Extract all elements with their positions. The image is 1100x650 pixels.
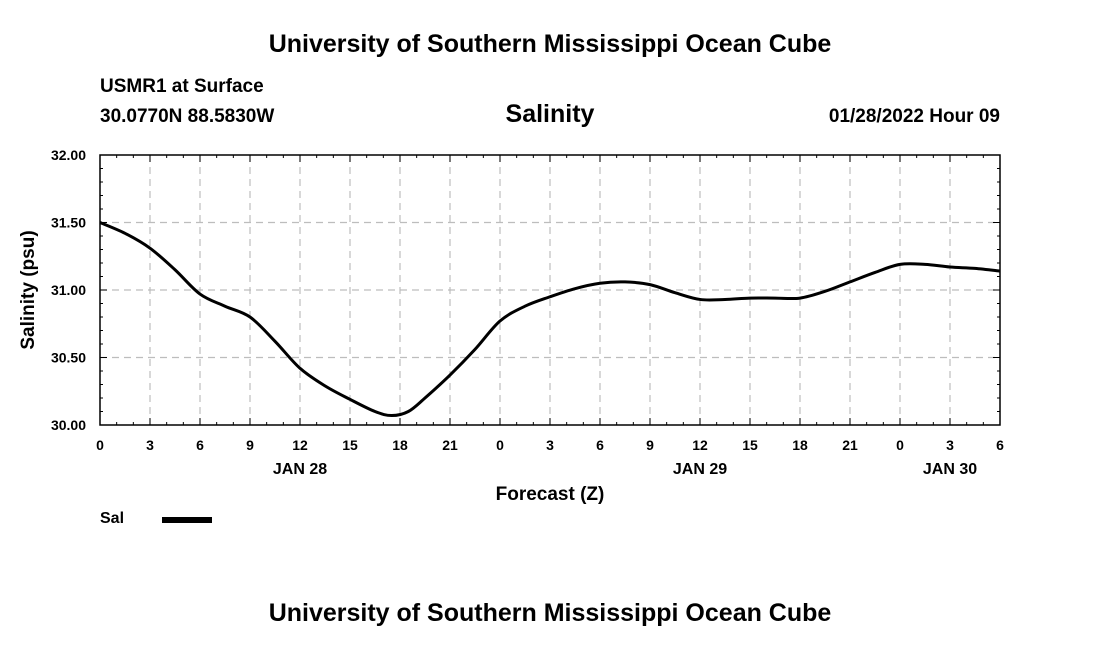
legend-label: Sal [100,510,125,527]
x-tick-label: 15 [342,437,358,453]
x-tick-label: 6 [596,437,604,453]
y-axis-label: Salinity (psu) [18,230,39,349]
x-tick-label: 9 [246,437,254,453]
series-layer [99,221,1001,418]
tick-labels: 0 3 6 9 12 15 18 21 0 3 6 9 12 15 18 21 0 3 6 JAN 28 JAN 29 J… [51,147,1004,478]
date-label: JAN 29 [673,461,727,478]
y-tick-label: 31.50 [51,215,86,231]
x-tick-label: 15 [742,437,758,453]
y-tick-label: 30.00 [51,417,86,433]
y-tick-label: 30.50 [51,350,86,366]
series-line-sal [99,221,1001,418]
date-label: JAN 28 [273,461,327,478]
station-coordinates: 30.0770N 88.5830W [100,106,275,127]
grid-lines [100,155,1000,425]
x-tick-label: 12 [692,437,708,453]
x-tick-label: 0 [96,437,104,453]
forecast-timestamp: 01/28/2022 Hour 09 [828,106,1000,127]
x-tick-label: 18 [792,437,808,453]
x-tick-label: 18 [392,437,408,453]
x-tick-label: 6 [196,437,204,453]
legend-line-swatch [162,517,212,523]
x-tick-label: 3 [946,437,954,453]
page-title: University of Southern Mississippi Ocean… [268,30,832,58]
x-tick-label: 21 [842,437,858,453]
x-tick-label: 12 [292,437,308,453]
x-tick-label: 6 [996,437,1004,453]
x-tick-label: 0 [496,437,504,453]
x-axis-label: Forecast (Z) [496,484,605,505]
station-label: USMR1 at Surface [100,76,264,97]
x-tick-label: 3 [146,437,154,453]
x-tick-label: 9 [646,437,654,453]
chart-title: Salinity [505,100,595,128]
x-tick-label: 21 [442,437,458,453]
y-tick-label: 31.00 [51,282,86,298]
plot-frame [99,154,1001,426]
x-tick-label: 3 [546,437,554,453]
x-tick-label: 0 [896,437,904,453]
y-tick-label: 32.00 [51,147,86,163]
date-label: JAN 30 [923,461,977,478]
footer-title: University of Southern Mississippi Ocean… [268,599,832,627]
